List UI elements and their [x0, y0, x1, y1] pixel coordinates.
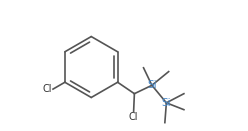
Text: Cl: Cl — [43, 84, 52, 94]
Text: Cl: Cl — [129, 112, 138, 122]
Text: Si: Si — [161, 98, 171, 108]
Text: Si: Si — [147, 80, 157, 90]
